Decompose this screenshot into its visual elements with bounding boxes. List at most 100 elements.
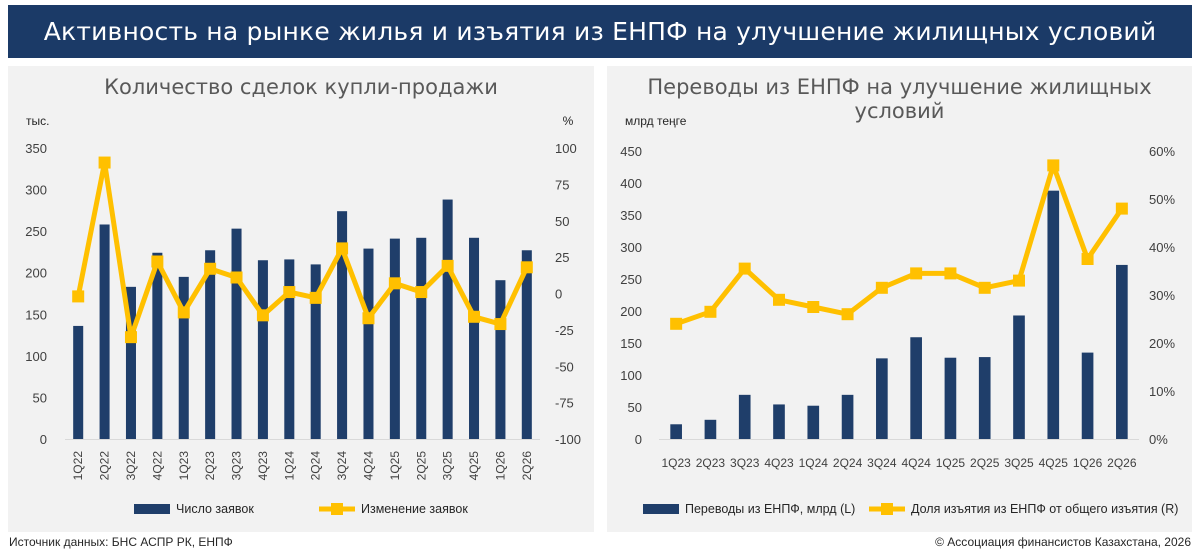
y-tick-right: 50 bbox=[555, 214, 569, 229]
bar bbox=[521, 250, 532, 439]
legend-label: Изменение заявок bbox=[361, 502, 468, 516]
x-tick-label: 4Q25 bbox=[1039, 456, 1069, 470]
line-marker bbox=[230, 271, 243, 284]
x-tick-label: 3Q24 bbox=[335, 451, 349, 481]
series-line bbox=[75, 160, 530, 340]
y-tick-right: -100 bbox=[555, 432, 581, 447]
line-marker bbox=[944, 267, 957, 280]
line-marker bbox=[875, 281, 888, 294]
source-note: Источник данных: БНС АСПР РК, ЕНПФ bbox=[9, 535, 233, 549]
y-tick-left: 50 bbox=[628, 400, 642, 415]
x-tick-label: 2Q24 bbox=[309, 451, 323, 481]
bar bbox=[495, 280, 506, 439]
line-marker bbox=[520, 261, 533, 274]
bar bbox=[337, 211, 348, 439]
bar bbox=[704, 419, 717, 439]
line-marker bbox=[124, 331, 137, 344]
y-tick-right: -75 bbox=[555, 396, 574, 411]
x-tick-label: 2Q26 bbox=[1107, 456, 1137, 470]
y-tick-right: 20% bbox=[1149, 336, 1175, 351]
line-marker bbox=[978, 281, 991, 294]
y-tick-left: 0 bbox=[635, 432, 642, 447]
deals-chart: тыс. % 0 50 100 150 200 250 300 350 -100 -75 -50 -25 0… bbox=[25, 114, 581, 516]
chart-title: Переводы из ЕНПФ на улучшение жилищных у… bbox=[647, 75, 1152, 123]
legend-label: Число заявок bbox=[176, 502, 254, 516]
y-tick-left: 300 bbox=[620, 240, 642, 255]
line-marker bbox=[1047, 159, 1060, 172]
line-marker bbox=[98, 156, 111, 169]
line-marker bbox=[670, 317, 683, 330]
legend-swatch-marker bbox=[331, 503, 343, 515]
x-tick-label: 4Q22 bbox=[150, 451, 164, 481]
bar bbox=[469, 237, 480, 439]
line-marker bbox=[1115, 202, 1128, 215]
y-tick-right: 50% bbox=[1149, 192, 1175, 207]
y-tick-right: 0 bbox=[555, 287, 562, 302]
bar bbox=[442, 199, 453, 439]
legend-label: Доля изъятия из ЕНПФ от общего изъятия (… bbox=[911, 502, 1178, 516]
x-tick-label: 3Q24 bbox=[867, 456, 897, 470]
line-marker bbox=[309, 291, 322, 304]
bar bbox=[876, 358, 888, 439]
y-tick-right: 30% bbox=[1149, 288, 1175, 303]
y-tick-left: 200 bbox=[25, 266, 47, 281]
page-title: Активность на рынке жилья и изъятия из Е… bbox=[43, 17, 1157, 46]
line-marker bbox=[468, 310, 481, 323]
x-tick-label: 2Q23 bbox=[696, 456, 726, 470]
y-tick-left: 250 bbox=[25, 224, 47, 239]
bar bbox=[257, 260, 268, 439]
y-tick-right: 60% bbox=[1149, 144, 1175, 159]
y-tick-left: 350 bbox=[25, 141, 47, 156]
y-tick-left: 200 bbox=[620, 304, 642, 319]
y-tick-left: 300 bbox=[25, 183, 47, 198]
bar bbox=[205, 250, 216, 439]
x-tick-label: 3Q23 bbox=[730, 456, 760, 470]
x-tick-label: 2Q22 bbox=[98, 451, 112, 481]
bar bbox=[910, 337, 922, 439]
x-tick-label: 1Q24 bbox=[799, 456, 829, 470]
bar bbox=[1116, 264, 1128, 439]
y-tick-left: 150 bbox=[25, 307, 47, 322]
line-marker bbox=[738, 262, 751, 275]
bar bbox=[310, 264, 321, 439]
line-marker bbox=[177, 306, 190, 319]
x-tick-label: 2Q26 bbox=[520, 451, 534, 481]
bar bbox=[125, 286, 136, 439]
line-marker bbox=[841, 308, 854, 321]
x-tick-label: 2Q25 bbox=[970, 456, 1000, 470]
x-tick-label: 4Q24 bbox=[901, 456, 931, 470]
x-tick-label: 1Q25 bbox=[936, 456, 966, 470]
legend-swatch-bar bbox=[643, 504, 679, 514]
bar bbox=[416, 237, 427, 439]
deals-chart-panel: Количество сделок купли-продажи тыс.% 0 50… bbox=[8, 66, 594, 532]
y-tick-left: 250 bbox=[620, 272, 642, 287]
bar bbox=[807, 405, 820, 439]
bar bbox=[773, 404, 785, 439]
y-tick-left: 50 bbox=[33, 390, 47, 405]
bar bbox=[284, 259, 295, 439]
line-marker bbox=[1013, 274, 1025, 287]
line-marker bbox=[283, 286, 296, 299]
y-tick-left: 100 bbox=[25, 349, 47, 364]
y-tick-left: 400 bbox=[620, 176, 642, 191]
line-marker bbox=[204, 262, 217, 275]
x-tick-label: 1Q26 bbox=[493, 451, 507, 481]
axis-unit-right: % bbox=[563, 114, 574, 128]
bar bbox=[152, 252, 163, 439]
line-marker bbox=[1081, 253, 1094, 265]
bar bbox=[231, 228, 242, 439]
line-marker bbox=[388, 277, 401, 290]
bar bbox=[1047, 190, 1060, 439]
x-tick-label: 4Q24 bbox=[361, 451, 375, 481]
bar bbox=[99, 224, 110, 439]
line-marker bbox=[704, 305, 717, 318]
x-tick-label: 1Q26 bbox=[1073, 456, 1103, 470]
line-marker bbox=[910, 267, 923, 280]
copyright-note: © Ассоциация финансистов Казахстана, 202… bbox=[935, 535, 1191, 549]
line-marker bbox=[494, 318, 507, 331]
line-marker bbox=[151, 255, 164, 268]
y-tick-right: 100 bbox=[555, 141, 577, 156]
bar bbox=[1081, 352, 1094, 439]
enpf-chart: млрд теңге 0 50 100 150 200 250 300 350 400 450 0% 1… bbox=[620, 114, 1178, 516]
y-tick-right: 75 bbox=[555, 177, 569, 192]
